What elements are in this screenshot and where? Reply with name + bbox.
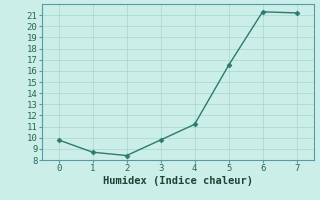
X-axis label: Humidex (Indice chaleur): Humidex (Indice chaleur)	[103, 176, 252, 186]
